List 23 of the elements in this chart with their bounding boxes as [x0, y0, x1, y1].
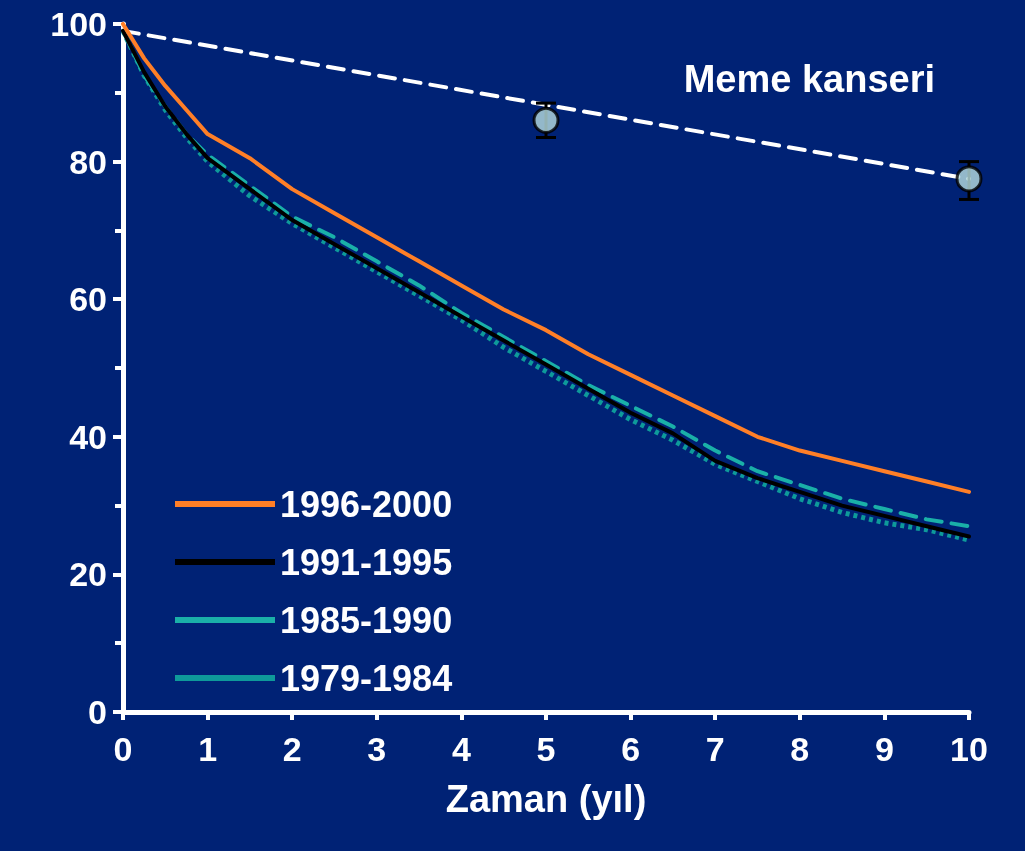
- x-tick-label: 1: [198, 730, 218, 768]
- x-axis-title: Zaman (yıl): [445, 778, 647, 820]
- x-tick-label: 2: [282, 730, 302, 768]
- legend-label: 1985-1990: [280, 599, 453, 641]
- x-tick-label: 4: [451, 730, 471, 768]
- y-tick-label: 60: [69, 280, 107, 319]
- annotation: Meme kanseri: [683, 58, 936, 100]
- y-tick-label: 0: [88, 693, 107, 731]
- legend-label: 1996-2000: [280, 483, 453, 525]
- x-tick-label: 0: [113, 730, 133, 768]
- y-tick-label: 20: [69, 555, 107, 594]
- x-tick-label: 10: [950, 730, 988, 768]
- x-tick-label: 5: [536, 730, 556, 768]
- y-tick-label: 100: [50, 5, 107, 43]
- x-tick-label: 3: [367, 730, 387, 768]
- y-tick-label: 80: [69, 142, 107, 181]
- x-tick-label: 7: [705, 730, 725, 768]
- x-tick-label: 9: [874, 730, 894, 768]
- y-tick-label: 40: [69, 417, 107, 456]
- x-tick-label: 6: [621, 730, 641, 768]
- legend-label: 1979-1984: [280, 657, 453, 699]
- x-tick-label: 8: [790, 730, 810, 768]
- legend-label: 1991-1995: [280, 541, 453, 583]
